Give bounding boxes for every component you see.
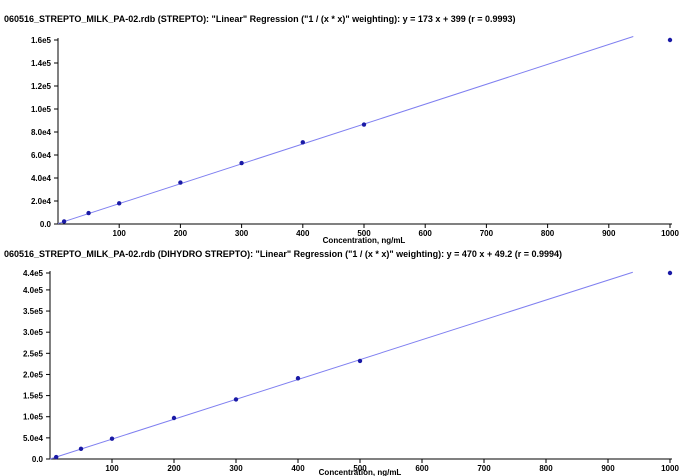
x-tick-label: 900 [601,464,615,473]
y-tick-label: 1.0e5 [31,105,52,114]
data-point [61,219,67,224]
x-tick-label: 100 [113,229,127,238]
data-point [300,140,305,145]
data-point [361,122,367,127]
regression-line [57,36,634,225]
data-point [239,160,244,166]
x-tick-label: 1000 [661,464,679,473]
x-tick-label: 500 [357,229,371,238]
y-tick-label: 8.0e4 [31,128,52,137]
data-point [667,37,673,43]
y-tick-label: 2.0e5 [23,370,44,379]
x-tick-label: 1000 [661,229,679,238]
regression-line [49,271,633,460]
x-tick-label: 500 [353,464,367,473]
chart-panel-dihydro-strepto: 060516_STREPTO_MILK_PA-02.rdb (DIHYDRO S… [0,246,683,476]
data-point [117,201,122,206]
data-point [233,397,239,402]
x-tick-label: 700 [480,229,494,238]
x-tick-label: 400 [291,464,305,473]
data-point [109,436,115,441]
data-point [357,358,363,364]
x-tick-label: 100 [105,464,119,473]
y-tick-label: 1.6e5 [31,36,52,45]
y-tick-label: 1.0e5 [23,413,44,422]
data-point [178,180,183,185]
x-tick-label: 400 [296,229,310,238]
y-tick-label: 6.0e4 [31,151,52,160]
data-point [78,446,84,452]
chart-plot: 0.0 2.0e4 4.0e4 6.0e4 8.0e4 1.0e5 1.2e5 1.4e5 1.… [31,36,679,245]
data-point [295,376,301,381]
x-tick-label: 300 [235,229,249,238]
x-tick-label: 900 [602,229,616,238]
x-tick-label: 300 [229,464,243,473]
x-tick-label: 600 [419,229,433,238]
chart-title: 060516_STREPTO_MILK_PA-02.rdb (DIHYDRO S… [4,249,562,259]
y-tick-label: 4.4e5 [23,269,44,278]
data-point [171,415,177,421]
y-tick-label: 2.0e4 [31,197,52,206]
y-tick-label: 4.0e5 [23,286,44,295]
y-tick-label: 0.0 [40,220,52,229]
y-tick-label: 1.4e5 [31,59,52,68]
y-tick-label: 5.0e4 [23,434,44,443]
chart-title: 060516_STREPTO_MILK_PA-02.rdb (STREPTO):… [4,14,516,24]
chart-panel-strepto: 060516_STREPTO_MILK_PA-02.rdb (STREPTO):… [4,14,679,245]
data-point [54,454,59,460]
x-tick-label: 200 [174,229,188,238]
x-axis-label: Concentration, ng/mL [323,236,406,245]
y-tick-label: 3.0e5 [23,328,44,337]
y-tick-label: 2.5e5 [23,349,44,358]
x-tick-label: 600 [415,464,429,473]
data-point [86,210,91,216]
chart-plot: 0.0 5.0e4 1.0e5 1.5e5 2.0e5 2.5e5 3.0e5 3.5e5 4.… [23,269,679,476]
data-point [667,270,673,276]
y-tick-label: 3.5e5 [23,307,44,316]
y-tick-label: 1.5e5 [23,392,44,401]
x-tick-label: 200 [167,464,181,473]
y-tick-label: 0.0 [32,455,44,464]
y-tick-label: 1.2e5 [31,82,52,91]
x-tick-label: 800 [541,229,555,238]
x-tick-label: 700 [477,464,491,473]
x-axis-label: Concentration, ng/mL [319,468,402,476]
x-tick-label: 800 [539,464,553,473]
y-tick-label: 4.0e4 [31,174,52,183]
